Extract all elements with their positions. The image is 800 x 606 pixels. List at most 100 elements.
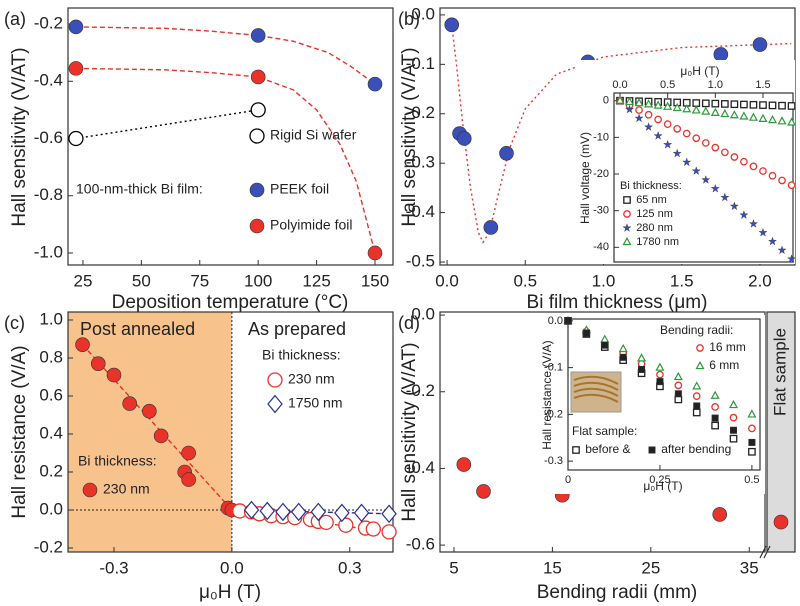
marker [142,403,157,419]
photo-strip [573,375,619,385]
y-tick-label: 0.0 [411,4,435,23]
marker [153,428,169,444]
legend-marker [572,446,580,454]
x-axis-label: Bending radii (mm) [537,582,698,603]
marker [758,113,768,123]
marker [721,100,729,108]
marker [624,104,635,114]
plot-frame [613,92,794,263]
marker [711,403,719,411]
marker [250,69,266,85]
marker [644,110,653,119]
marker [712,507,728,522]
photo-strip [573,393,619,403]
marker [729,110,739,119]
marker [692,392,701,400]
x-tick-label: 2.0 [748,271,772,290]
series-line [75,67,376,254]
marker [674,381,683,390]
legend-marker [623,196,631,204]
marker [739,111,749,120]
marker [259,501,276,521]
marker [728,399,739,409]
marker [692,381,702,390]
y-tick-label: -0.5 [406,252,435,271]
marker [747,409,757,418]
marker [729,413,738,422]
marker [672,102,682,112]
annotation: Bi thickness: [620,180,682,192]
y-tick-label: -0.2 [406,381,435,400]
marker [106,367,122,383]
y-tick-label: -0.4 [406,202,435,221]
marker [476,484,491,499]
marker [710,390,720,399]
marker [483,220,499,235]
legend-marker [622,223,632,232]
marker [721,148,729,157]
marker [682,157,692,167]
marker [181,472,196,487]
marker [90,356,106,371]
marker [338,517,354,533]
marker [710,107,720,116]
y-tick-label: 0.0 [411,305,435,324]
annotation: Flat sample: [572,424,637,438]
marker [692,99,701,107]
marker [748,219,759,228]
marker [768,101,777,110]
marker [634,113,644,123]
series-line [75,26,376,85]
y-tick-label: -0.8 [34,185,63,204]
marker [638,365,646,373]
marker [635,106,643,114]
marker [748,447,756,456]
y-tick-label: -30 [593,205,609,217]
legend-marker [622,236,632,246]
marker [367,245,383,261]
marker [634,98,644,107]
x-tick-label: 25 [641,558,660,577]
marker [692,134,701,143]
marker [701,99,710,108]
marker [729,434,738,443]
axis-break [763,545,771,559]
legend-label: after bending [661,442,731,456]
x-tick-label: 150 [361,271,389,290]
y-tick-label: 0.2 [39,461,63,480]
legend-marker [267,394,283,414]
marker [748,438,756,446]
legend-label: 1750 nm [288,395,342,411]
x-tick-label: 0.3 [338,558,362,577]
x-axis-label: μ₀H (T) [680,64,719,78]
legend-label: 65 nm [636,194,667,206]
y-tick-label: -0.6 [406,535,435,554]
marker [701,106,711,115]
y-tick-label: 0.4 [39,423,63,442]
marker [692,408,701,417]
marker [720,192,730,202]
x-tick-label: 1.0 [592,271,616,290]
marker [730,100,739,109]
marker [778,176,786,185]
marker [787,181,796,190]
marker [618,343,628,353]
panel-label: (a) [4,9,26,29]
panel-label: (c) [4,313,25,333]
marker [381,504,397,524]
y-tick-label: -0.1 [544,362,563,374]
x-axis-label: Bi film thickness (μm) [527,292,708,313]
y-tick-label: -0.3 [406,153,435,172]
marker [720,108,730,118]
legend-marker [267,372,283,388]
marker [353,503,370,523]
legend-label: 125 nm [636,208,673,220]
marker [310,502,327,522]
marker [730,153,739,161]
y-tick-label: -0.1 [406,54,435,73]
marker [250,102,266,118]
legend-label: before & [585,442,630,456]
marker [68,19,84,35]
x-tick-label: 1.5 [755,79,770,91]
marker [787,102,796,110]
